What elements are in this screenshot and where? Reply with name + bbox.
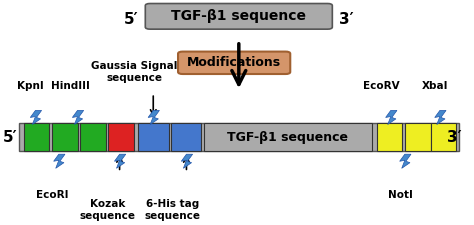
Text: TGF-β1 sequence: TGF-β1 sequence — [228, 130, 348, 144]
Bar — [108, 123, 134, 151]
Text: Gaussia Signal
sequence: Gaussia Signal sequence — [91, 61, 178, 83]
Polygon shape — [182, 154, 192, 168]
Text: EcoRV: EcoRV — [363, 81, 400, 91]
Text: KpnI: KpnI — [18, 81, 44, 91]
Polygon shape — [435, 110, 446, 124]
Polygon shape — [114, 154, 126, 168]
FancyBboxPatch shape — [178, 52, 290, 74]
Polygon shape — [400, 154, 411, 168]
Polygon shape — [73, 110, 84, 124]
Bar — [171, 123, 201, 151]
Text: NotI: NotI — [388, 190, 412, 200]
Polygon shape — [148, 110, 159, 124]
Text: Modifications: Modifications — [187, 56, 281, 69]
Text: 3′: 3′ — [339, 12, 354, 27]
Text: 6-His tag
sequence: 6-His tag sequence — [145, 199, 201, 220]
Text: 3′: 3′ — [447, 130, 461, 144]
Polygon shape — [386, 110, 397, 124]
Bar — [138, 123, 169, 151]
Polygon shape — [54, 154, 65, 168]
Text: 5′: 5′ — [124, 12, 138, 27]
Bar — [24, 123, 49, 151]
Text: 5′: 5′ — [2, 130, 17, 144]
Text: XbaI: XbaI — [422, 81, 448, 91]
Bar — [405, 123, 430, 151]
Bar — [80, 123, 106, 151]
Bar — [430, 123, 456, 151]
Bar — [19, 123, 458, 151]
Text: HindIII: HindIII — [51, 81, 90, 91]
Bar — [204, 123, 372, 151]
Text: TGF-β1 sequence: TGF-β1 sequence — [171, 9, 306, 23]
Polygon shape — [30, 110, 42, 124]
FancyBboxPatch shape — [146, 4, 332, 29]
Text: EcoRI: EcoRI — [36, 190, 68, 200]
Bar — [52, 123, 78, 151]
Text: Kozak
sequence: Kozak sequence — [80, 199, 136, 220]
Bar — [377, 123, 402, 151]
